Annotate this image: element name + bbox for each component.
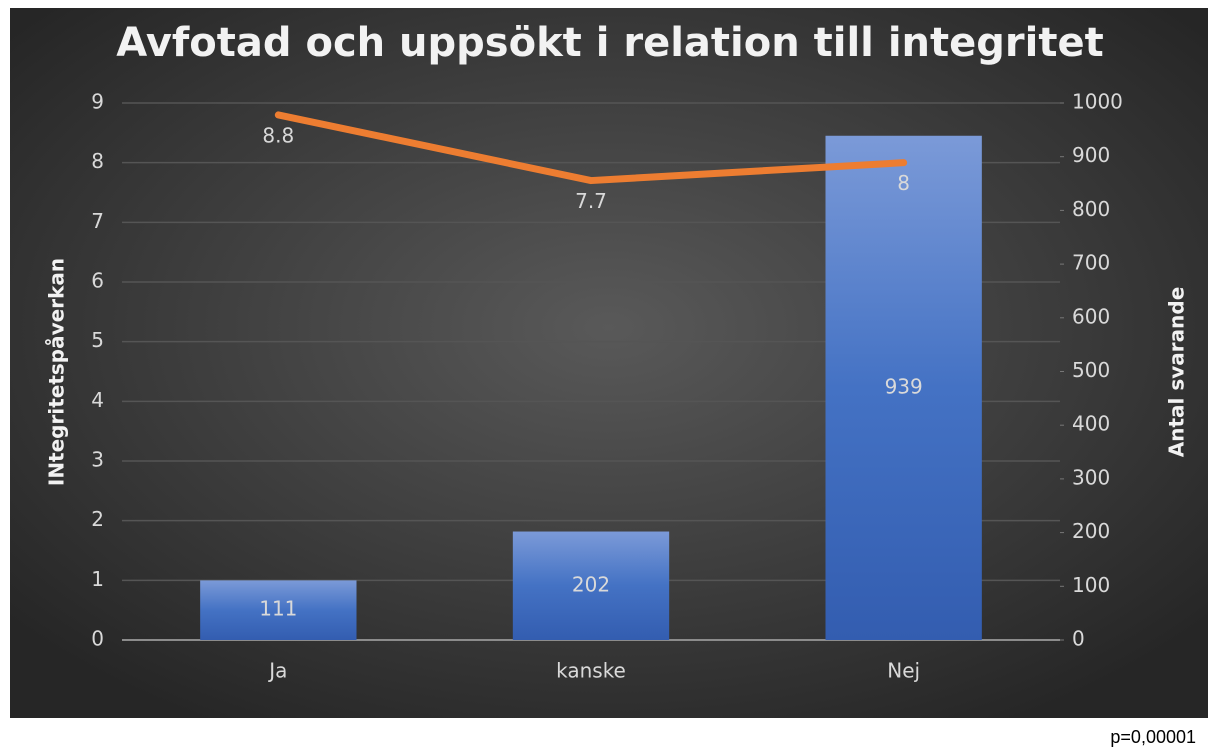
y2-tick-label: 0 bbox=[1072, 627, 1085, 651]
bar bbox=[512, 531, 670, 640]
bar-value-label: 202 bbox=[572, 572, 610, 596]
bar-value-label: 939 bbox=[885, 374, 923, 398]
y2-tick-label: 1000 bbox=[1072, 90, 1123, 114]
y2-tick-label: 400 bbox=[1072, 412, 1110, 436]
y2-tick-label: 100 bbox=[1072, 573, 1110, 597]
x-tick-label: Nej bbox=[887, 659, 920, 683]
bar bbox=[825, 135, 982, 640]
bar bbox=[200, 580, 357, 640]
line-value-label: 8 bbox=[897, 171, 910, 195]
x-tick-label: kanske bbox=[556, 659, 626, 683]
y-tick-label: 7 bbox=[91, 209, 104, 233]
y-tick-label: 5 bbox=[91, 328, 104, 352]
chart-title: Avfotad och uppsökt i relation till inte… bbox=[116, 20, 1103, 66]
y2-axis-label: Antal svarande bbox=[1165, 287, 1189, 458]
line bbox=[274, 111, 908, 185]
y-tick-label: 1 bbox=[91, 567, 104, 591]
y-tick-label: 6 bbox=[91, 269, 104, 293]
y-tick-label: 0 bbox=[91, 627, 104, 651]
y-tick-label: 9 bbox=[91, 90, 104, 114]
y-tick-label: 4 bbox=[91, 388, 104, 412]
y-axis-label: INtegritetspåverkan bbox=[45, 258, 69, 486]
y-tick-label: 2 bbox=[91, 507, 104, 531]
x-tick-label: Ja bbox=[267, 659, 287, 683]
y2-tick-label: 800 bbox=[1072, 197, 1110, 221]
y2-tick-label: 500 bbox=[1072, 358, 1110, 382]
y2-tick-label: 300 bbox=[1072, 465, 1110, 489]
annotation: p=0,00001 bbox=[1110, 727, 1196, 747]
y2-tick-label: 600 bbox=[1072, 304, 1110, 328]
y2-tick-label: 900 bbox=[1072, 143, 1110, 167]
line-value-label: 8.8 bbox=[262, 123, 294, 147]
y2-tick-label: 700 bbox=[1072, 251, 1110, 275]
line-value-label: 7.7 bbox=[575, 189, 607, 213]
y2-tick-label: 200 bbox=[1072, 519, 1110, 543]
y-tick-label: 8 bbox=[91, 149, 104, 173]
bar-value-label: 111 bbox=[259, 597, 297, 621]
y-tick-label: 3 bbox=[91, 448, 104, 472]
